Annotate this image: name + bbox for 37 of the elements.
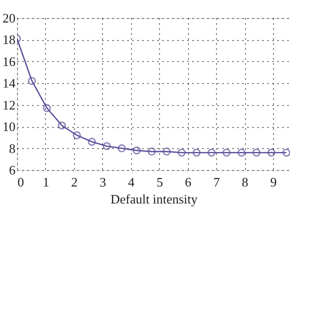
x-tick-label: 5: [156, 174, 163, 190]
point: [28, 76, 36, 85]
point: [238, 148, 246, 157]
point: [148, 148, 156, 156]
y-tick-label: 14: [2, 76, 16, 91]
point: [192, 148, 201, 157]
y-tick-label: 20: [2, 10, 16, 26]
x-tick-label: 3: [100, 174, 106, 190]
x-tick-label: 0: [18, 174, 24, 190]
y-tick-label: 12: [2, 97, 16, 112]
x-tick-label: 9: [270, 174, 277, 190]
y-tick-label: 10: [2, 119, 16, 134]
point: [162, 148, 171, 156]
x-axis-title: Default intensity: [110, 192, 198, 206]
x-tick-label: 8: [242, 174, 248, 190]
point: [282, 148, 290, 157]
point: [208, 148, 216, 157]
y-tick-label: 18: [2, 32, 16, 48]
point: [222, 148, 231, 157]
point: [72, 131, 81, 140]
point: [58, 121, 66, 130]
x-tick-label: 2: [71, 174, 78, 190]
point: [252, 148, 260, 157]
point: [267, 148, 276, 157]
y-tick-label: 8: [9, 140, 16, 156]
x-tick-label: 4: [128, 174, 135, 190]
point: [132, 146, 141, 154]
x-tick-label: 1: [42, 174, 50, 190]
x-tick-label: 6: [184, 174, 192, 190]
point: [102, 142, 111, 150]
x-tick-label: 7: [213, 174, 220, 190]
point: [88, 138, 96, 146]
point: [118, 144, 126, 152]
y-tick-label: 6: [9, 162, 16, 178]
point: [178, 148, 186, 157]
point: [42, 104, 51, 112]
y-tick-label: 16: [2, 54, 16, 69]
